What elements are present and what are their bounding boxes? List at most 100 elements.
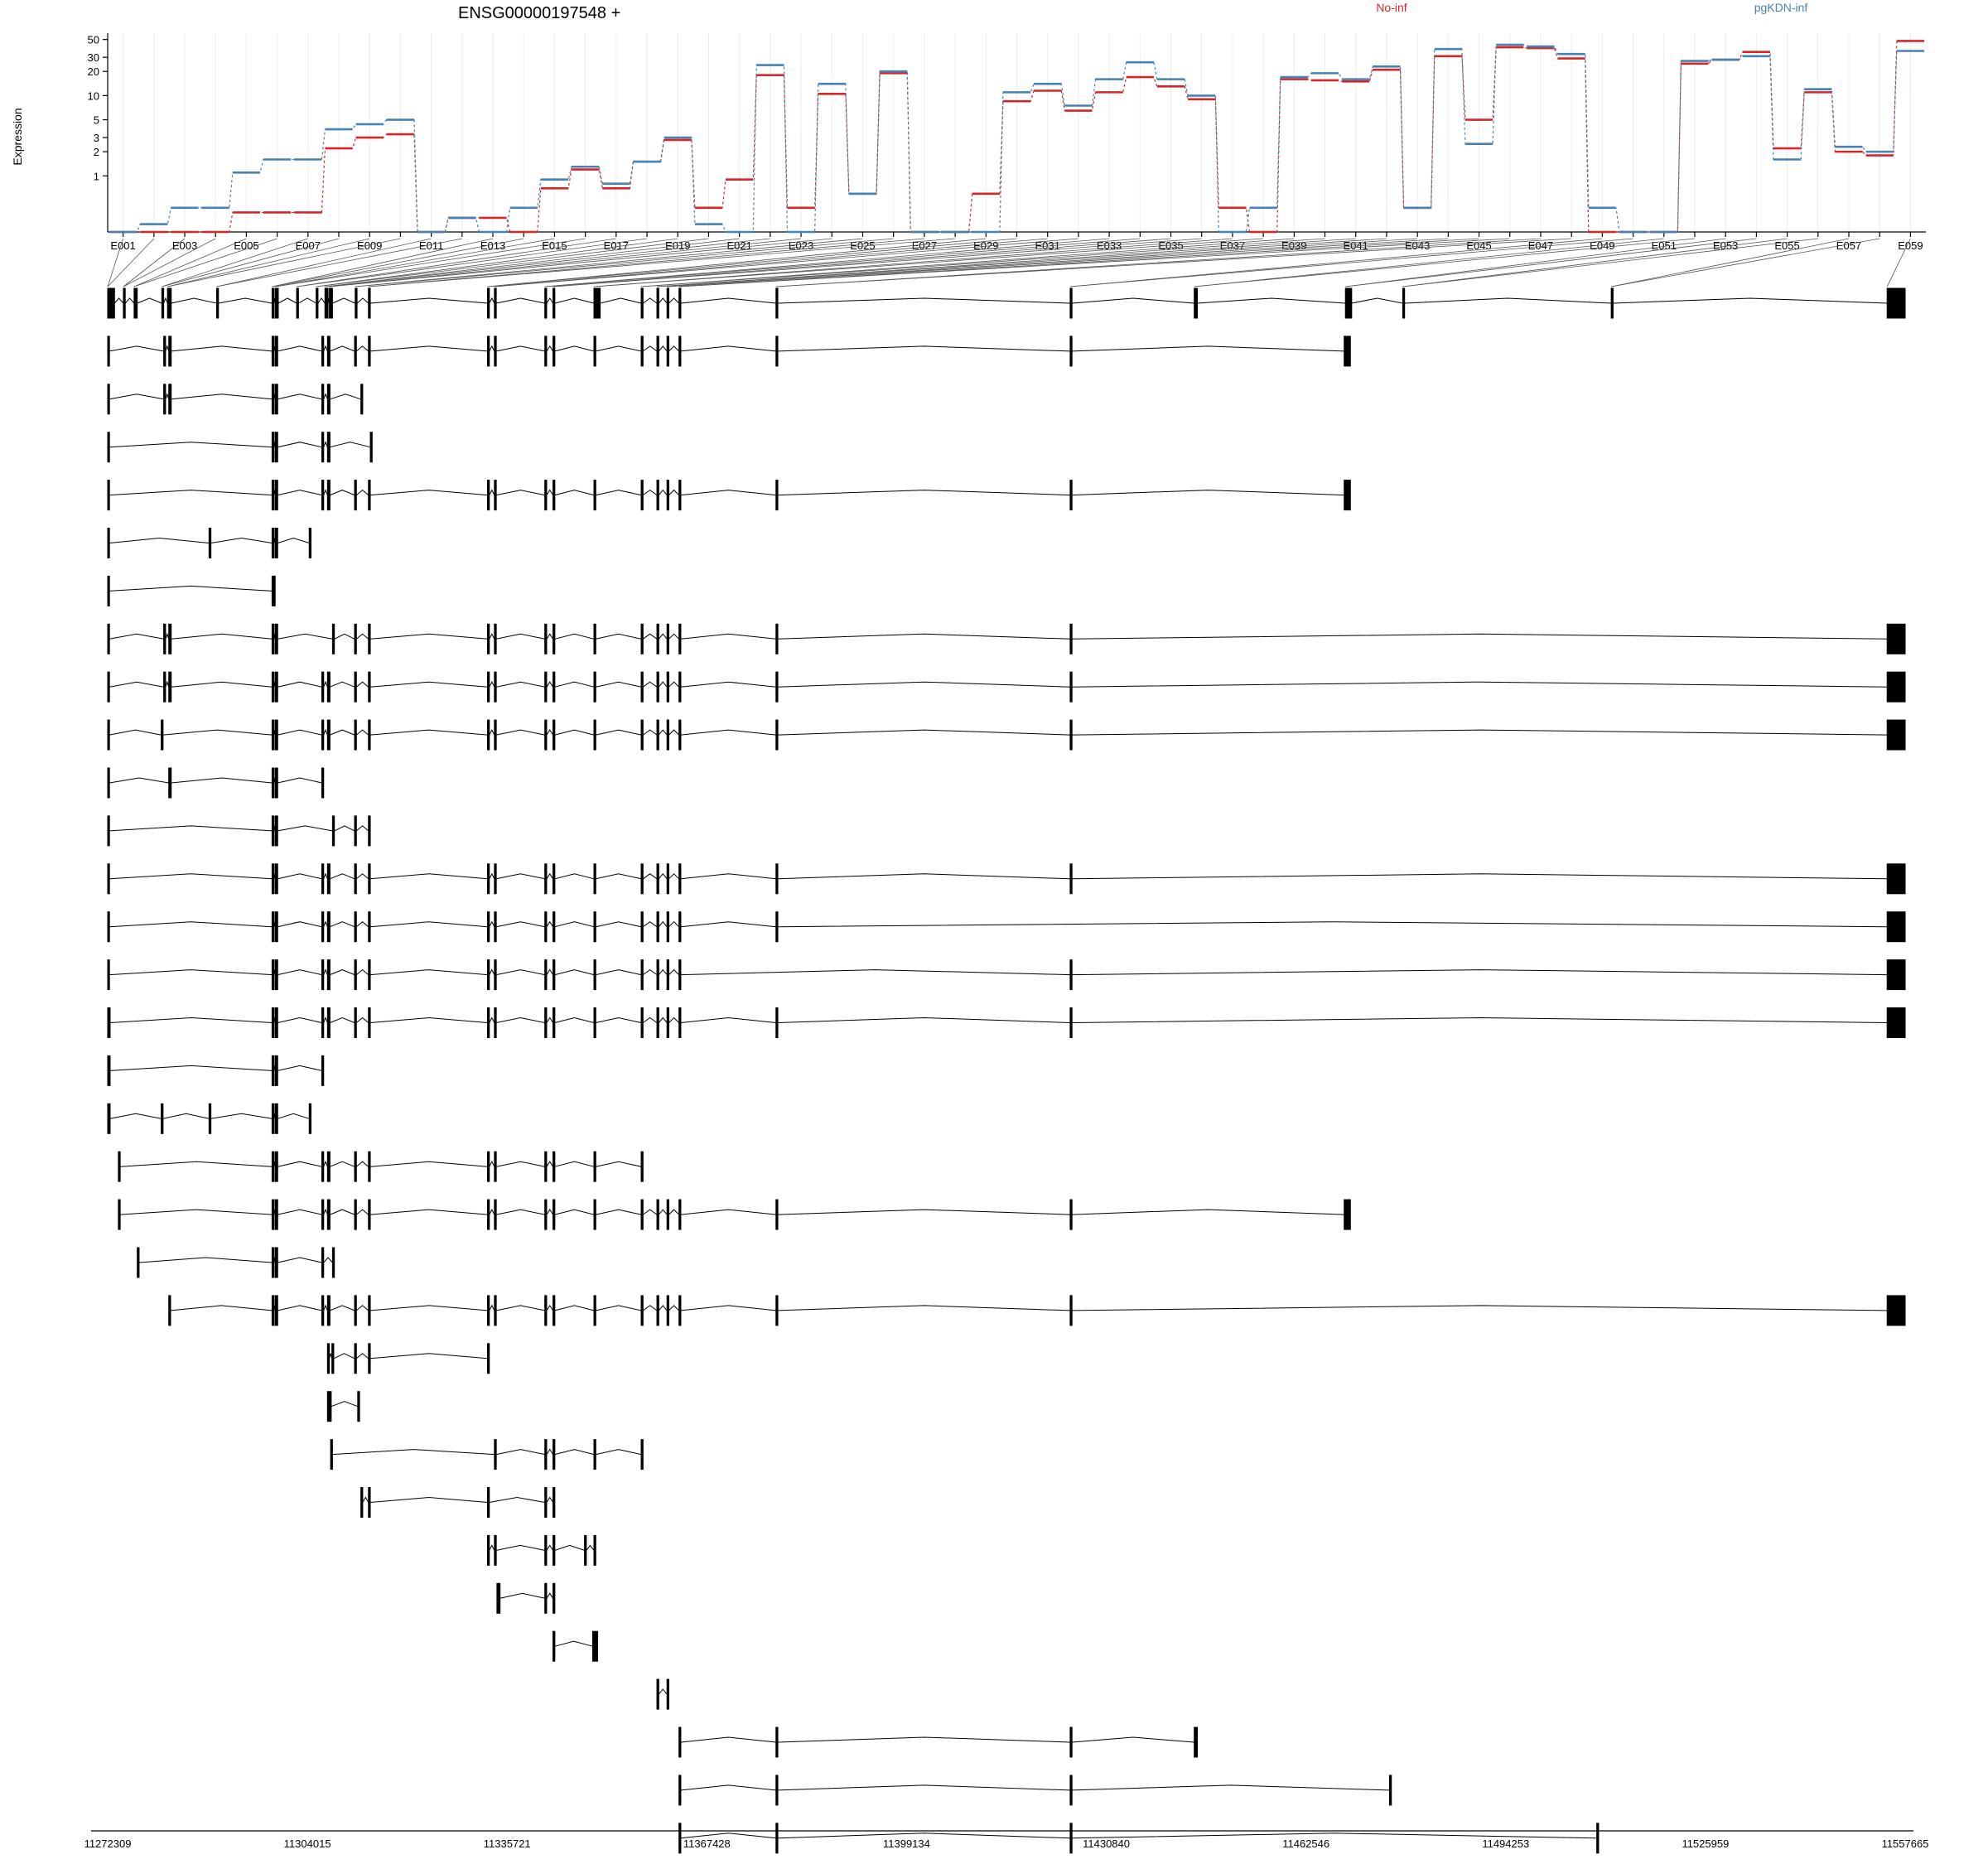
y-tick-label: 2 [94, 146, 99, 158]
intron [1072, 633, 1888, 640]
exon [326, 671, 331, 703]
transcript-row [678, 1775, 1392, 1806]
exon [271, 911, 275, 943]
exon [354, 1151, 357, 1182]
exon [321, 1151, 325, 1182]
genomic-axis: 11272309 11304015 11335721 11367428 11399134… [84, 1830, 1928, 1850]
intron [658, 297, 668, 304]
exon-connector [355, 238, 863, 287]
exon [593, 911, 596, 943]
exon [486, 287, 490, 319]
exon-connector [216, 238, 462, 287]
exon [678, 719, 682, 751]
exon [368, 1007, 371, 1038]
intron [554, 1640, 593, 1647]
exon [354, 1295, 357, 1326]
intron [546, 297, 553, 304]
exon [640, 719, 644, 751]
intron [170, 1305, 273, 1311]
intron [277, 1161, 322, 1167]
intron [668, 1209, 680, 1215]
exon [368, 863, 371, 895]
exon [775, 480, 779, 511]
exon [329, 287, 333, 319]
exon [354, 336, 357, 367]
exon [640, 1151, 644, 1182]
exon-connector [1611, 238, 1880, 287]
intron [668, 873, 680, 880]
intron [277, 729, 322, 736]
exon [640, 959, 644, 991]
intron [1072, 345, 1344, 352]
exon [326, 863, 331, 895]
exon-connector [667, 238, 1449, 287]
y-tick-label: 20 [88, 65, 99, 78]
intron [546, 729, 553, 736]
exon [486, 1343, 490, 1374]
exon [775, 1775, 779, 1806]
intron [596, 1305, 642, 1311]
exon [118, 1151, 121, 1182]
exon-connector [167, 238, 401, 287]
intron [171, 777, 273, 784]
intron [489, 345, 495, 352]
intron [323, 1257, 333, 1263]
exon [1069, 959, 1073, 991]
exon [494, 863, 497, 895]
intron [323, 1304, 328, 1311]
intron [323, 872, 328, 879]
exon [354, 1007, 357, 1038]
exon [161, 719, 164, 751]
exon [321, 336, 325, 367]
exon [1886, 719, 1906, 751]
intron [680, 729, 776, 736]
exon-connector [167, 238, 370, 287]
genomic-tick-label: 11304015 [284, 1837, 331, 1850]
exon [1069, 336, 1073, 367]
intron [277, 633, 333, 640]
intron [680, 1017, 776, 1023]
exon-connector [641, 238, 1295, 287]
exon [552, 287, 556, 319]
exon [271, 1007, 275, 1038]
exon [331, 815, 335, 847]
intron [778, 681, 1070, 688]
transcript-row [107, 719, 1906, 751]
intron [171, 681, 273, 688]
intron [210, 537, 273, 543]
exon [1069, 480, 1073, 511]
exon [494, 911, 497, 943]
exon-connector [544, 238, 1110, 287]
exon [326, 1007, 331, 1038]
exon [544, 671, 548, 703]
exon [1344, 480, 1351, 511]
exon [274, 1151, 278, 1182]
exon [368, 1199, 371, 1230]
transcript-row [107, 480, 1351, 511]
exon [640, 863, 644, 895]
exon [640, 1199, 644, 1230]
exon [666, 287, 669, 319]
intron [496, 1544, 545, 1551]
intron [680, 297, 776, 304]
transcript-row [107, 671, 1906, 703]
exon [326, 1343, 331, 1374]
exon [354, 1199, 357, 1230]
intron [643, 489, 658, 496]
transcript-row [330, 1439, 644, 1470]
exon [274, 480, 278, 511]
intron [356, 297, 369, 304]
intron [546, 633, 553, 640]
intron [355, 345, 369, 352]
exon-connector [657, 238, 1387, 287]
exon-connector [297, 238, 648, 287]
intron [489, 968, 495, 975]
intron [489, 1161, 495, 1167]
intron [658, 920, 668, 928]
intron [138, 1257, 273, 1263]
exon [1069, 1199, 1073, 1230]
intron [596, 633, 642, 640]
exon [775, 1726, 779, 1758]
intron [778, 633, 1070, 640]
intron [643, 297, 658, 304]
